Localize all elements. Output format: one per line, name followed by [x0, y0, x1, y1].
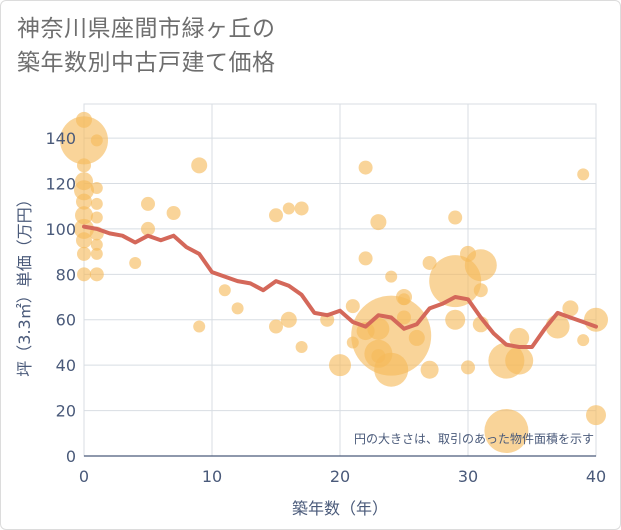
data-bubble [374, 352, 409, 387]
data-bubble [545, 314, 570, 339]
data-bubble [89, 267, 104, 282]
x-tick-label: 40 [586, 467, 606, 486]
x-tick-label: 10 [202, 467, 222, 486]
x-tick-label: 30 [458, 467, 478, 486]
data-bubble [77, 246, 91, 261]
title-line-1: 神奈川県座間市緑ヶ丘の [17, 16, 276, 42]
data-bubble [75, 206, 93, 225]
data-bubble [90, 197, 103, 210]
average-line [82, 224, 598, 349]
title-line-2: 築年数別中古戸建て価格 [17, 50, 276, 76]
y-tick-label: 100 [45, 220, 76, 239]
data-bubble [90, 134, 103, 147]
data-bubble [397, 310, 411, 325]
data-bubble [269, 319, 283, 334]
data-bubble [90, 211, 103, 224]
x-tick-label: 20 [330, 467, 350, 486]
chart-title: 神奈川県座間市緑ヶ丘の 築年数別中古戸建て価格 [17, 12, 276, 80]
size-note: 円の大きさは、取引のあった物件面積を示す [354, 431, 594, 446]
data-bubble [191, 157, 208, 174]
data-bubble [464, 249, 497, 282]
data-bubble [282, 202, 295, 215]
data-bubble [445, 309, 466, 330]
data-bubble [422, 255, 437, 270]
data-bubble [218, 284, 231, 297]
data-bubble [193, 320, 206, 333]
y-tick-label: 60 [56, 311, 76, 330]
data-bubble [398, 293, 410, 306]
data-bubble [77, 267, 91, 282]
data-bubble [141, 221, 155, 236]
data-bubble [269, 208, 283, 223]
y-tick-label: 80 [56, 265, 76, 284]
data-bubble [166, 206, 181, 221]
data-bubble [76, 232, 92, 249]
y-tick-label: 140 [45, 129, 76, 148]
data-bubble [76, 111, 92, 128]
data-bubble [141, 196, 155, 211]
y-tick-label: 40 [56, 356, 76, 375]
data-bubble [577, 334, 590, 347]
data-bubble [577, 168, 590, 181]
x-axis-label: 築年数（年） [292, 499, 388, 518]
y-tick-label: 120 [45, 174, 76, 193]
data-bubble [90, 182, 103, 195]
y-tick-label: 20 [56, 402, 76, 421]
data-bubble [448, 210, 463, 225]
data-bubble [484, 409, 529, 454]
data-bubble [473, 283, 488, 298]
data-bubble [358, 251, 373, 266]
data-bubble [60, 116, 108, 165]
data-bubble [90, 247, 103, 260]
data-bubble [129, 256, 142, 269]
y-axis-label: 坪（3.3㎡）単価（万円） [15, 191, 34, 376]
data-bubble [408, 329, 425, 346]
data-bubble [74, 180, 94, 201]
data-bubble [76, 193, 92, 210]
data-bubble [231, 302, 244, 315]
data-bubble [385, 270, 398, 283]
data-bubble [295, 340, 308, 353]
data-bubble [420, 360, 439, 379]
data-bubble [358, 160, 373, 175]
data-bubble [370, 214, 387, 231]
data-bubble [90, 238, 103, 251]
x-tick-label: 0 [79, 467, 89, 486]
data-bubble [351, 295, 432, 376]
data-bubble [280, 311, 297, 328]
data-bubble [505, 346, 534, 375]
data-bubble [77, 158, 91, 173]
data-bubble [509, 327, 530, 348]
data-bubble [329, 354, 351, 377]
average-price-line [82, 224, 598, 349]
data-bubble [586, 405, 606, 426]
data-bubble [74, 218, 94, 239]
tick-labels: 0 10 20 30 40 0 20 40 60 80 100 120 140 [45, 129, 606, 486]
bubbles [60, 111, 608, 454]
grid [83, 103, 597, 457]
data-bubble [345, 299, 360, 314]
y-tick-label: 0 [66, 447, 76, 466]
data-bubble [461, 360, 475, 375]
data-bubble [562, 300, 579, 317]
data-bubble [294, 201, 309, 216]
